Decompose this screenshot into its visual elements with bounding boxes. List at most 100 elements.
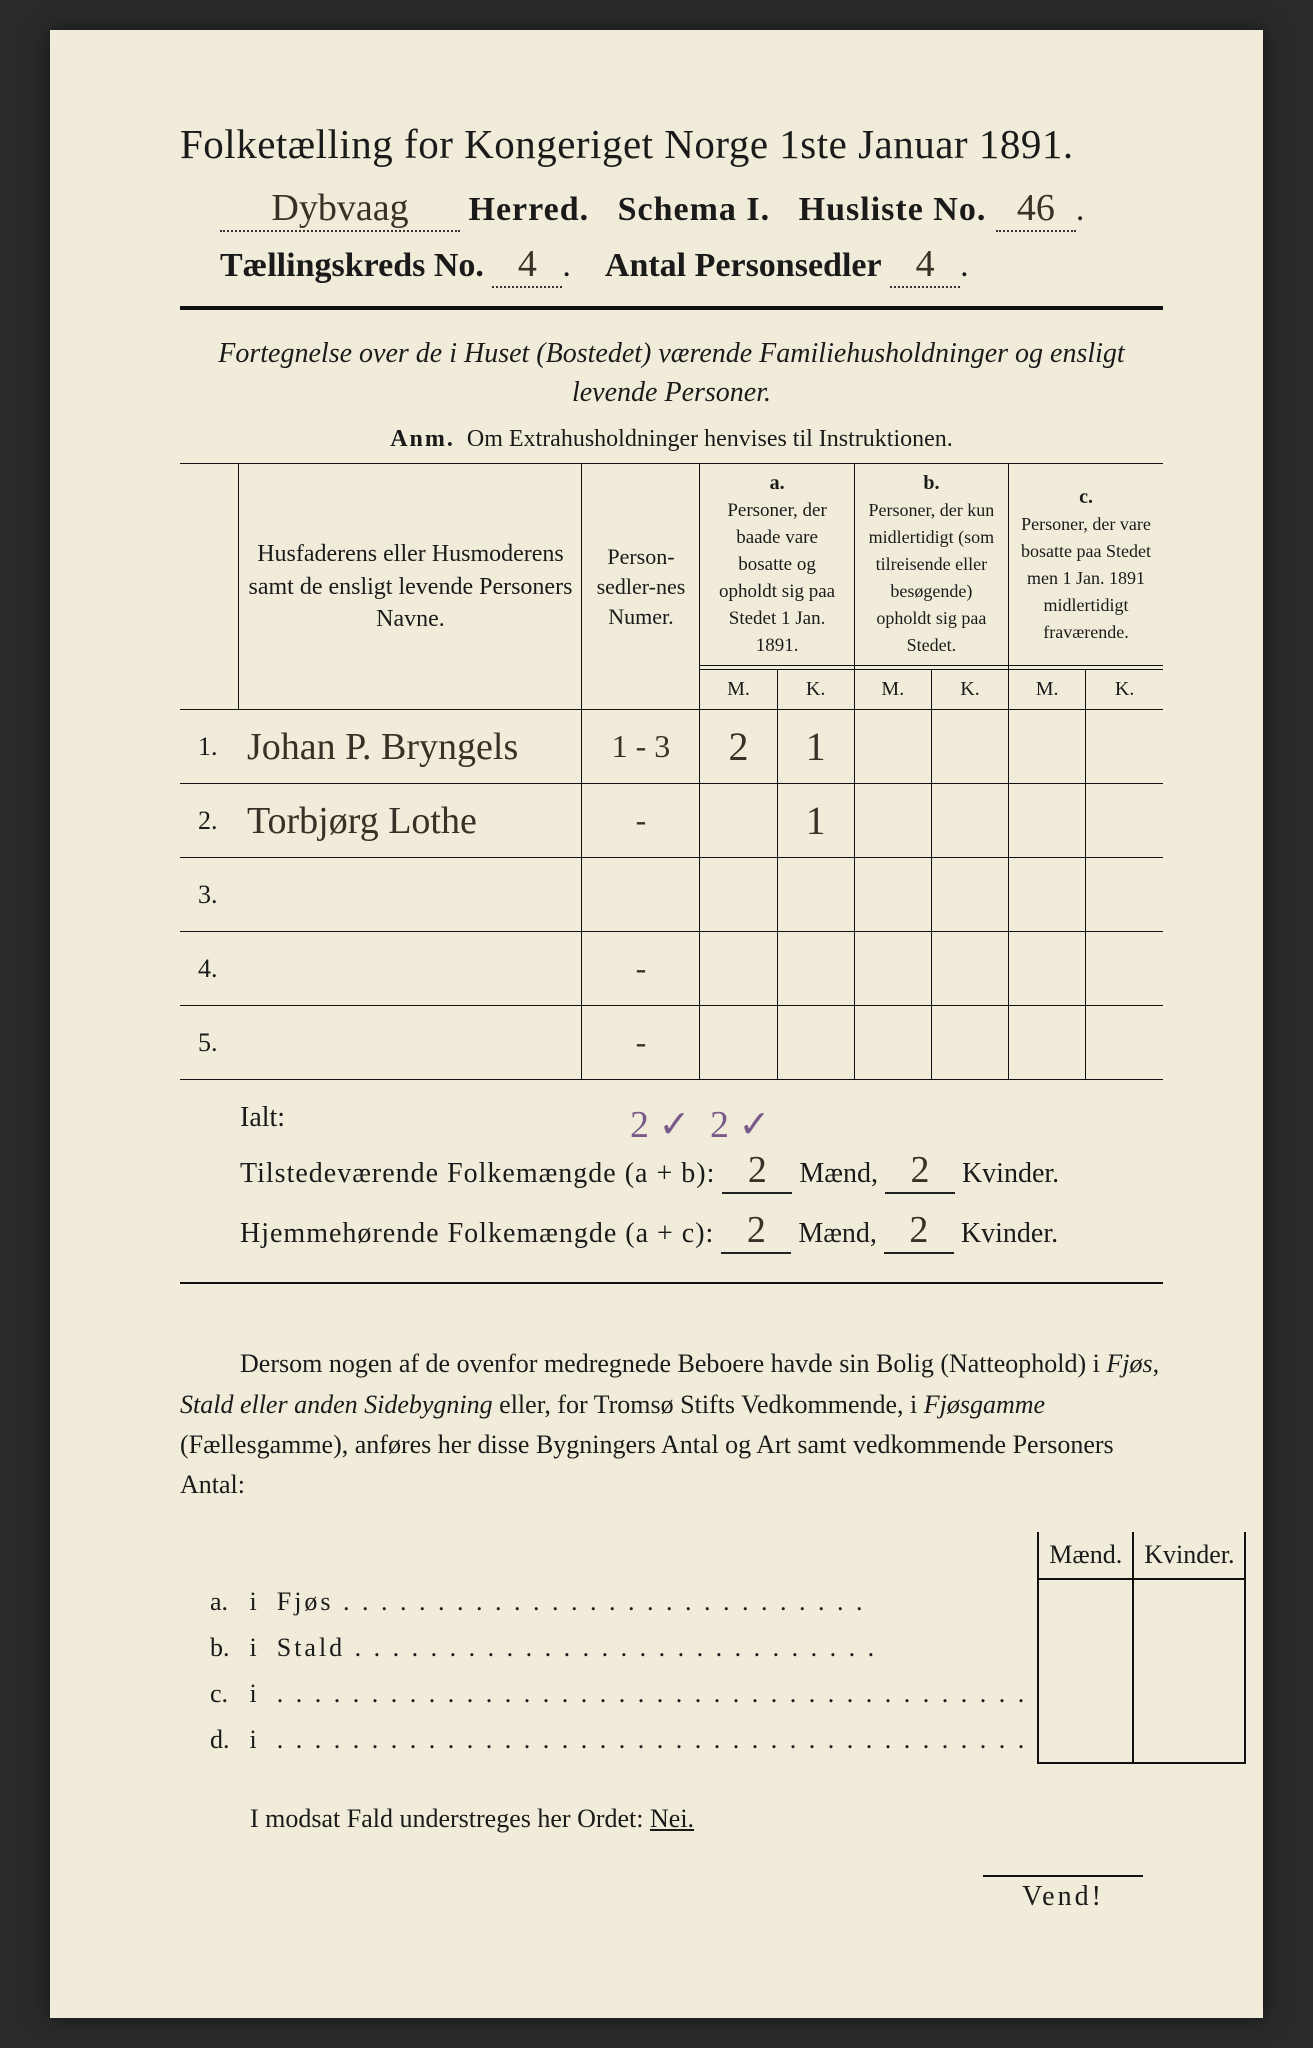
c-k [1086, 858, 1163, 932]
person-numer: 1 - 3 [582, 710, 700, 784]
hjemme-m: 2 [721, 1208, 791, 1254]
husliste-no: 46 [996, 186, 1076, 232]
form-subtitle: Fortegnelse over de i Huset (Bostedet) v… [180, 334, 1163, 412]
fjos-row: d.i. . . . . . . . . . . . . . . . . . .… [200, 1717, 1245, 1763]
fjos-maend-hdr: Mænd. [1038, 1532, 1133, 1579]
table-row: 2.Torbjørg Lothe-1 [180, 784, 1163, 858]
antal-label: Antal Personsedler [605, 247, 882, 284]
fjos-i: i [240, 1625, 267, 1671]
husliste-label: Husliste No. [799, 191, 987, 228]
b-m [854, 784, 931, 858]
a-k [777, 858, 854, 932]
b-k [931, 784, 1008, 858]
header-line-kreds: Tællingskreds No. 4. Antal Personsedler … [180, 242, 1163, 288]
table-row: 3. [180, 858, 1163, 932]
a-m [700, 1006, 777, 1080]
herred-value: Dybvaag [220, 186, 460, 232]
fjos-k-val [1133, 1625, 1245, 1671]
a-text: Personer, der baade vare bosatte og opho… [719, 500, 835, 656]
anm-line: Anm. Om Extrahusholdninger henvises til … [180, 426, 1163, 453]
fjos-label: . . . . . . . . . . . . . . . . . . . . … [267, 1717, 1039, 1763]
c-k [1086, 932, 1163, 1006]
person-name [239, 1006, 582, 1080]
ialt-k: 2 ✓ [710, 1102, 770, 1147]
row-number: 2. [180, 784, 239, 858]
hdr-a-k: K. [777, 670, 854, 710]
fjos-i: i [240, 1717, 267, 1763]
person-numer: - [582, 1006, 700, 1080]
col-a-hdr: a. Personer, der baade vare bosatte og o… [700, 464, 854, 666]
table-row: 5. - [180, 1006, 1163, 1080]
divider [180, 306, 1163, 310]
c-m [1009, 932, 1086, 1006]
a-k [777, 1006, 854, 1080]
page-title: Folketælling for Kongeriget Norge 1ste J… [180, 120, 1163, 168]
maend-label: Mænd, [799, 1158, 878, 1189]
census-form-page: Folketælling for Kongeriget Norge 1ste J… [50, 30, 1263, 2018]
b-text: Personer, der kun midlertidigt (som tilr… [869, 500, 995, 655]
fjos-i: i [240, 1671, 267, 1717]
fjos-kvinder-hdr: Kvinder. [1133, 1532, 1245, 1579]
herred-label: Herred. [469, 191, 590, 228]
hjemme-k: 2 [884, 1208, 954, 1254]
tilstede-label: Tilstedeværende Folkemængde (a + b): [240, 1158, 715, 1189]
c-k [1086, 784, 1163, 858]
col-numer: Person-sedler-nes Numer. [582, 464, 700, 710]
fjos-a: d. [200, 1717, 240, 1763]
fjos-a: b. [200, 1625, 240, 1671]
hdr-c-m: M. [1009, 670, 1086, 710]
c-k [1086, 1006, 1163, 1080]
b-k [931, 1006, 1008, 1080]
totals-block: Ialt: 2 ✓ 2 ✓ Tilstedeværende Folkemængd… [180, 1102, 1163, 1254]
b-k [931, 932, 1008, 1006]
b-k [931, 858, 1008, 932]
c-hdr: c. [1079, 486, 1093, 508]
kvinder-label: Kvinder. [962, 1158, 1059, 1189]
tilstede-k: 2 [885, 1148, 955, 1194]
c-k [1086, 710, 1163, 784]
col-c-hdr: c. Personer, der vare bosatte paa Stedet… [1009, 464, 1163, 666]
person-name [239, 932, 582, 1006]
hdr-c-k: K. [1086, 670, 1163, 710]
fjos-label: Fjøs . . . . . . . . . . . . . . . . . .… [267, 1579, 1039, 1625]
census-table: Husfaderens eller Husmoderens samt de en… [180, 463, 1163, 1080]
schema-label: Schema I. [618, 191, 771, 228]
c-m [1009, 710, 1086, 784]
person-name: Johan P. Bryngels [239, 710, 582, 784]
fjos-label: . . . . . . . . . . . . . . . . . . . . … [267, 1671, 1039, 1717]
fjos-a: a. [200, 1579, 240, 1625]
c-m [1009, 1006, 1086, 1080]
fjos-m-val [1038, 1579, 1133, 1625]
person-numer: - [582, 932, 700, 1006]
fjos-row: b.iStald . . . . . . . . . . . . . . . .… [200, 1625, 1245, 1671]
antal-value: 4 [890, 242, 960, 288]
a-m: 2 [700, 710, 777, 784]
b-k [931, 710, 1008, 784]
vend-label: Vend! [983, 1875, 1143, 1913]
divider-2 [180, 1282, 1163, 1284]
c-m [1009, 784, 1086, 858]
col-numer-text: Person-sedler-nes Numer. [597, 544, 686, 629]
a-k: 1 [777, 784, 854, 858]
person-numer [582, 858, 700, 932]
subtitle-text: Fortegnelse over de i Huset (Bostedet) v… [218, 338, 1124, 408]
c-m [1009, 858, 1086, 932]
anm-text: Om Extrahusholdninger henvises til Instr… [467, 426, 953, 452]
fjos-i: i [240, 1579, 267, 1625]
b-m [854, 858, 931, 932]
fjos-m-val [1038, 1671, 1133, 1717]
person-name [239, 858, 582, 932]
ialt-m: 2 ✓ [630, 1102, 690, 1147]
a-m [700, 858, 777, 932]
row-number: 5. [180, 1006, 239, 1080]
a-k [777, 932, 854, 1006]
a-m [700, 784, 777, 858]
table-row: 4.- [180, 932, 1163, 1006]
fjos-k-val [1133, 1717, 1245, 1763]
anm-label: Anm. [390, 426, 455, 452]
kreds-no: 4 [492, 242, 562, 288]
b-m [854, 932, 931, 1006]
table-row: 1.Johan P. Bryngels1 - 321 [180, 710, 1163, 784]
fjos-row: c.i. . . . . . . . . . . . . . . . . . .… [200, 1671, 1245, 1717]
hjemme-label: Hjemmehørende Folkemængde (a + c): [240, 1218, 714, 1249]
